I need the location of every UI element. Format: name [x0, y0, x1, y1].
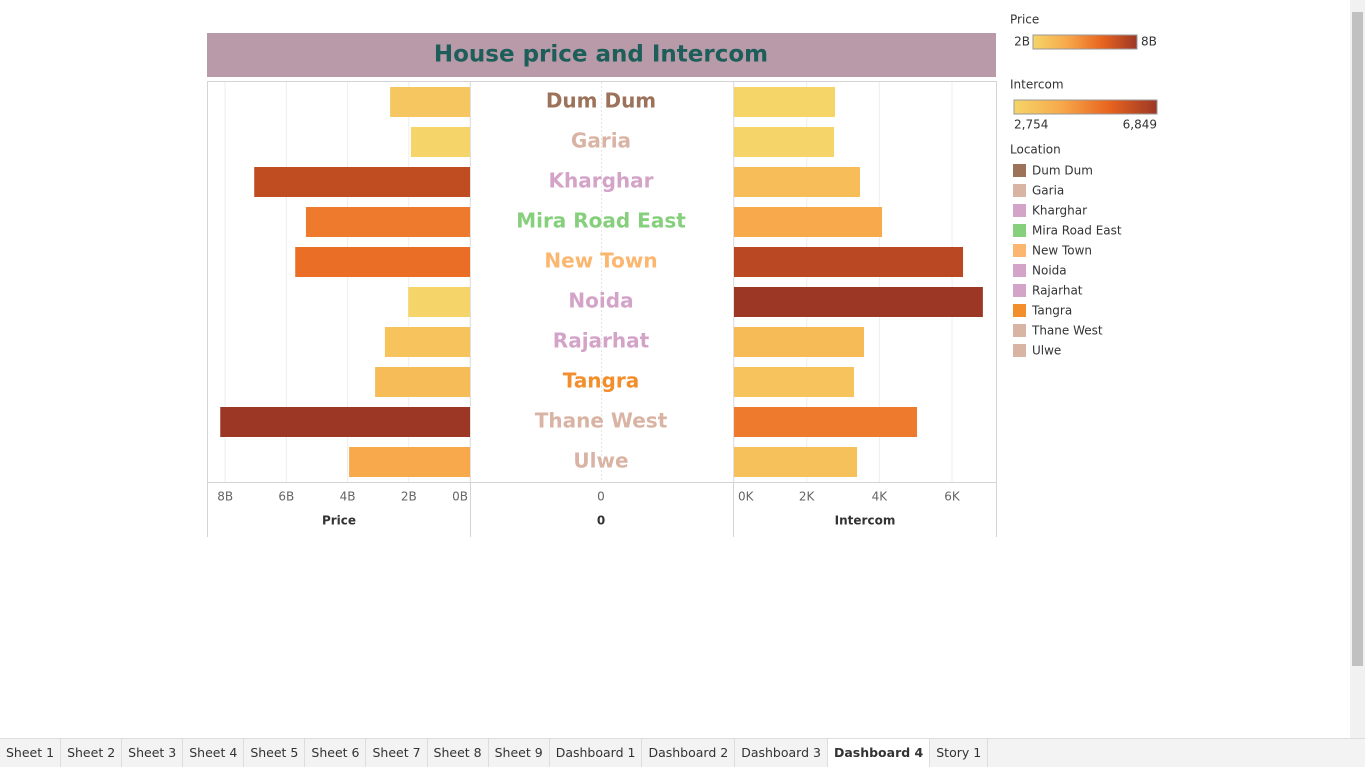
x-tick-label: 6B — [278, 490, 294, 504]
bar — [375, 367, 470, 397]
legend-label: Ulwe — [1032, 344, 1061, 358]
x-tick-label: 0K — [738, 490, 755, 504]
location-label: Tangra — [563, 369, 639, 393]
bar — [734, 367, 855, 397]
x-tick-label: 8B — [217, 490, 233, 504]
sheet-tab[interactable]: Sheet 4 — [183, 739, 245, 767]
color-ramp — [1032, 34, 1138, 50]
bar — [410, 127, 470, 157]
sheet-tabs: Sheet 1 Sheet 2 Sheet 3 Sheet 4 Sheet 5 Sheet… — [0, 738, 1365, 767]
legend-max: 6,849 — [1123, 118, 1157, 132]
legend-max: 8B — [1141, 35, 1157, 49]
location-label: Kharghar — [548, 169, 653, 193]
x-tick-label: 6K — [944, 490, 961, 504]
location-label: Dum Dum — [546, 89, 656, 113]
legend-swatch — [1013, 344, 1026, 357]
bar — [734, 247, 964, 277]
legend-min: 2,754 — [1014, 118, 1048, 132]
location-label: Garia — [571, 129, 631, 153]
location-label: Noida — [568, 289, 633, 313]
sheet-tab[interactable]: Sheet 1 — [0, 739, 62, 767]
sheet-tab[interactable]: Dashboard 4 — [827, 739, 931, 767]
bar — [734, 407, 918, 437]
bar — [254, 167, 470, 197]
sheet-tab[interactable]: Sheet 3 — [122, 739, 184, 767]
axis-title: Intercom — [835, 514, 896, 528]
bar — [734, 327, 865, 357]
bar — [295, 247, 470, 277]
center-axis-title: 0 — [597, 514, 605, 528]
x-tick-label: 2K — [799, 490, 816, 504]
legend-swatch — [1013, 284, 1026, 297]
bar — [220, 407, 470, 437]
sheet-tab[interactable]: Sheet 8 — [428, 739, 489, 767]
legend-label: Dum Dum — [1032, 164, 1093, 178]
legend-swatch — [1013, 224, 1026, 237]
legend-label: Tangra — [1031, 304, 1072, 318]
legend-label: Mira Road East — [1032, 224, 1122, 238]
legend-label: Kharghar — [1032, 204, 1087, 218]
legend-min: 2B — [1014, 35, 1030, 49]
legend-swatch — [1013, 304, 1026, 317]
bar — [734, 207, 883, 237]
center-tick-label: 0 — [597, 490, 605, 504]
sheet-tab[interactable]: Sheet 5 — [244, 739, 306, 767]
legend-swatch — [1013, 164, 1026, 177]
bar — [384, 327, 470, 357]
bar — [408, 287, 470, 317]
location-label: Thane West — [535, 409, 668, 433]
bar — [349, 447, 470, 477]
dashboard-title: House price and Intercom — [434, 42, 768, 68]
location-label: Mira Road East — [516, 209, 686, 233]
scrollbar-thumb[interactable] — [1352, 12, 1363, 666]
bar — [734, 167, 861, 197]
sheet-tab[interactable]: Dashboard 2 — [642, 739, 736, 767]
x-tick-label: 4K — [872, 490, 889, 504]
legend-title: Intercom — [1010, 78, 1064, 92]
sheet-tab[interactable]: Sheet 2 — [61, 739, 123, 767]
location-label: New Town — [544, 249, 657, 273]
bar — [390, 87, 470, 117]
x-tick-label: 2B — [401, 490, 417, 504]
bar — [734, 127, 835, 157]
sheet-tab[interactable]: Story 1 — [930, 739, 989, 767]
x-tick-label: 0B — [452, 490, 468, 504]
bar — [734, 447, 858, 477]
axis-title: Price — [322, 514, 356, 528]
sheet-tab[interactable]: Dashboard 3 — [735, 739, 828, 767]
legend-swatch — [1013, 204, 1026, 217]
legend-label: Thane West — [1031, 324, 1103, 338]
legend-title: Price — [1010, 13, 1039, 27]
color-ramp — [1013, 99, 1158, 115]
x-tick-label: 4B — [340, 490, 356, 504]
legend-label: New Town — [1032, 244, 1092, 258]
dashboard: House price and Intercom 0 0 8B 6B 4B 2B 0B P… — [207, 13, 1158, 537]
legend-swatch — [1013, 244, 1026, 257]
sheet-tab[interactable]: Sheet 9 — [489, 739, 550, 767]
bar — [734, 87, 836, 117]
legend-swatch — [1013, 264, 1026, 277]
title-bar — [207, 33, 996, 77]
location-label: Ulwe — [573, 449, 628, 473]
legend-title: Location — [1010, 143, 1061, 157]
location-label: Rajarhat — [553, 329, 650, 353]
bar — [305, 207, 470, 237]
legend-label: Garia — [1032, 184, 1064, 198]
sheet-tab[interactable]: Sheet 6 — [305, 739, 367, 767]
legend-label: Rajarhat — [1032, 284, 1083, 298]
legend-swatch — [1013, 324, 1026, 337]
sheet-tab[interactable]: Sheet 7 — [366, 739, 428, 767]
sheet-tab[interactable]: Dashboard 1 — [550, 739, 643, 767]
legend-swatch — [1013, 184, 1026, 197]
bar — [734, 287, 983, 317]
legend-label: Noida — [1032, 264, 1067, 278]
